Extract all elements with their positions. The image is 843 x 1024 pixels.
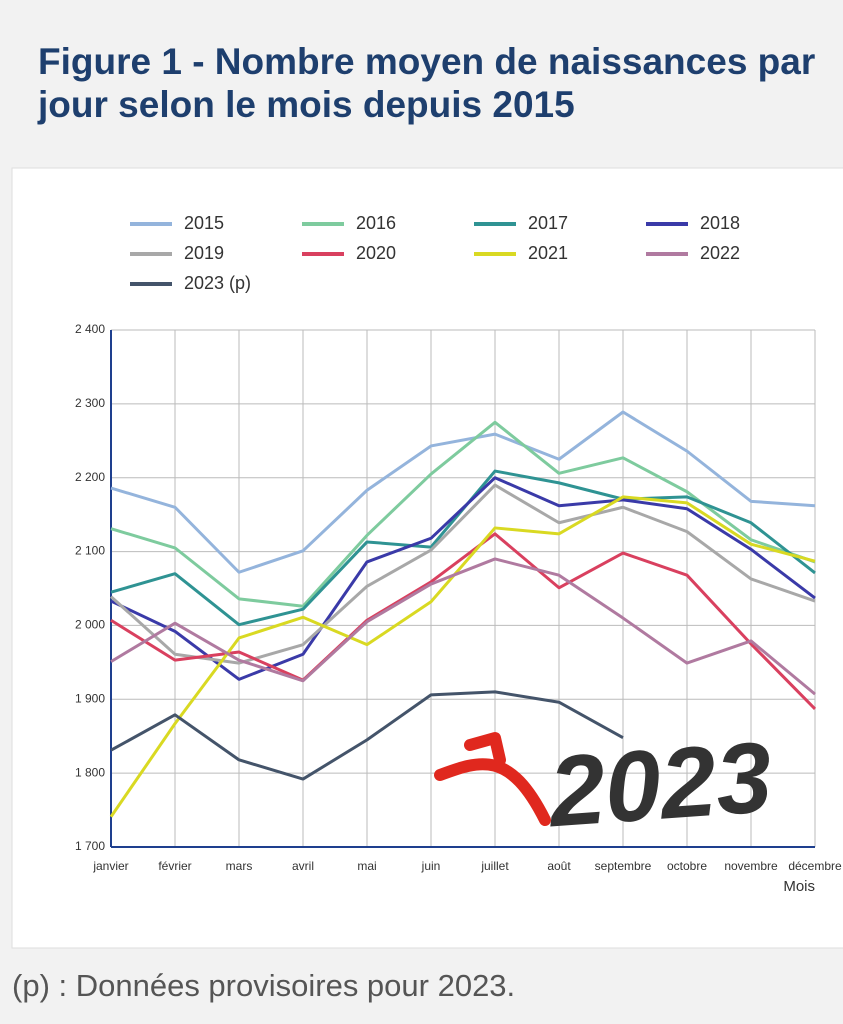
- legend-label: 2020: [356, 243, 396, 263]
- series-line: [110, 557, 816, 696]
- footnote: (p) : Données provisoires pour 2023.: [12, 968, 516, 1003]
- series-line: [110, 476, 816, 681]
- x-tick-label: mars: [226, 859, 253, 873]
- x-tick-label: juillet: [480, 859, 509, 873]
- y-tick-label: 2 100: [75, 544, 105, 558]
- x-tick-label: novembre: [724, 859, 778, 873]
- legend-label: 2022: [700, 243, 740, 263]
- legend-label: 2021: [528, 243, 568, 263]
- x-tick-label: juin: [421, 859, 441, 873]
- chart: janvier février mars avril mai juin juillet aoû…: [11, 167, 843, 949]
- y-tick-label: 1 800: [75, 765, 105, 779]
- legend-label: 2018: [700, 213, 740, 233]
- x-tick-label: avril: [292, 859, 314, 873]
- x-tick-label: décembre: [788, 859, 842, 873]
- annotation: 2023: [544, 721, 776, 848]
- legend-label: 2017: [528, 213, 568, 233]
- x-axis-label: Mois: [783, 878, 815, 895]
- y-tick-label: 2 000: [75, 618, 105, 632]
- chart-title: Figure 1 - Nombre moyen de naissances pa…: [38, 41, 816, 125]
- series-line: [109, 483, 816, 665]
- x-tick-label: février: [158, 859, 191, 873]
- card: [11, 167, 843, 949]
- series-line: [110, 690, 624, 781]
- series-line: [110, 410, 816, 574]
- y-tick-label: 1 900: [75, 691, 105, 705]
- x-tick-label: septembre: [595, 859, 652, 873]
- y-tick-label: 2 200: [75, 470, 105, 484]
- x-tick-label: août: [547, 859, 571, 873]
- legend-label: 2015: [184, 213, 224, 233]
- legend-label: 2016: [356, 213, 396, 233]
- x-tick-label: janvier: [92, 859, 128, 873]
- y-tick-label: 2 400: [75, 322, 105, 336]
- x-tick-label: mai: [357, 859, 376, 873]
- x-tick-label: octobre: [667, 859, 707, 873]
- legend-label: 2023 (p): [184, 273, 251, 293]
- legend-label: 2019: [184, 243, 224, 263]
- y-tick-label: 1 700: [75, 839, 105, 853]
- annotation-arrow: [434, 732, 551, 826]
- y-tick-label: 2 300: [75, 396, 105, 410]
